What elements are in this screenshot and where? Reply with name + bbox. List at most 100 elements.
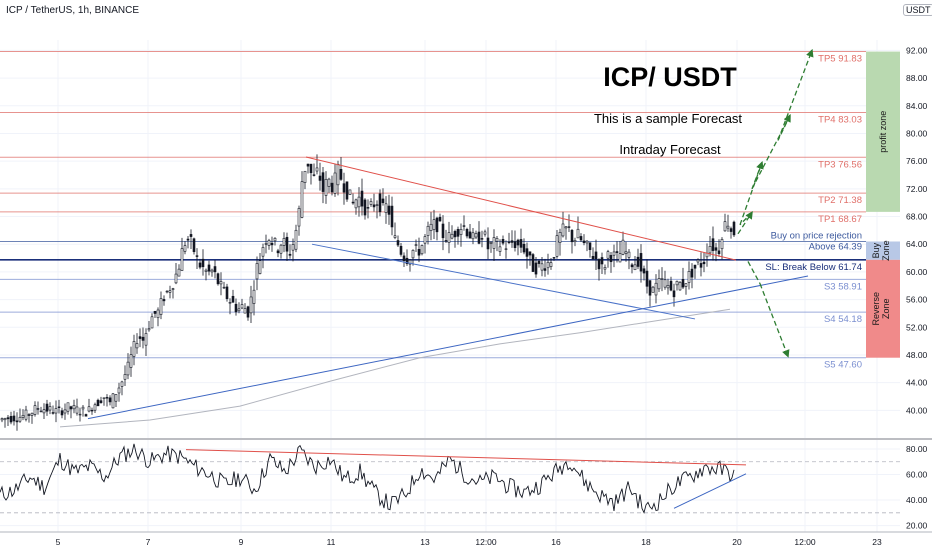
level-label-2: TP3 76.56 bbox=[818, 159, 862, 170]
candle-body bbox=[138, 336, 142, 339]
candle-body bbox=[30, 412, 34, 416]
candle-body bbox=[78, 413, 82, 416]
chart-main-title: ICP/ USDT bbox=[603, 62, 737, 92]
rsi-tick-label: 40.00 bbox=[906, 495, 928, 505]
candle-body bbox=[135, 343, 139, 349]
candle-body bbox=[645, 270, 649, 287]
candle-body bbox=[195, 255, 199, 257]
candle-body bbox=[492, 237, 496, 249]
candle-body bbox=[303, 170, 307, 183]
candle-body bbox=[687, 271, 691, 283]
trend-lines bbox=[87, 156, 809, 420]
price-tick-label: 56.00 bbox=[906, 295, 928, 305]
candle-body bbox=[249, 296, 253, 314]
candle-body bbox=[459, 228, 463, 235]
candle-body bbox=[576, 228, 580, 239]
candle-body bbox=[393, 235, 397, 238]
zone-reverse-zone bbox=[866, 259, 900, 358]
candle-body bbox=[129, 354, 133, 368]
candle-body bbox=[297, 208, 301, 227]
candle-body bbox=[702, 261, 706, 265]
candle-body bbox=[177, 268, 181, 277]
candle-body bbox=[183, 245, 187, 252]
candle-body bbox=[600, 257, 604, 265]
time-tick-label: 16 bbox=[551, 537, 561, 547]
candle-body bbox=[339, 169, 343, 180]
candle-body bbox=[663, 279, 667, 288]
candle-body bbox=[270, 242, 274, 246]
candle-body bbox=[447, 232, 451, 243]
forecast-up-arrow bbox=[751, 114, 791, 190]
zone-label-2-1: Zone bbox=[881, 299, 891, 320]
candle-body bbox=[264, 243, 268, 245]
candle-body bbox=[240, 304, 244, 309]
candle-body bbox=[165, 290, 169, 293]
candle-body bbox=[48, 406, 52, 411]
candle-body bbox=[399, 245, 403, 255]
price-tick-label: 60.00 bbox=[906, 267, 928, 277]
candle-body bbox=[348, 189, 352, 195]
rsi-resistance-trendline bbox=[185, 449, 747, 466]
candle-body bbox=[633, 264, 637, 271]
candle-body bbox=[528, 251, 532, 256]
time-tick-label: 18 bbox=[641, 537, 651, 547]
zone-profit-zone bbox=[866, 51, 900, 212]
candle-body bbox=[525, 248, 529, 257]
candle-body bbox=[84, 414, 88, 417]
candle-body bbox=[474, 233, 478, 238]
candle-body bbox=[213, 266, 217, 273]
candle-body bbox=[252, 289, 256, 304]
candle-body bbox=[90, 409, 94, 412]
candle-body bbox=[189, 234, 193, 237]
candle-body bbox=[480, 238, 484, 240]
candle-body bbox=[114, 394, 118, 402]
candle-body bbox=[198, 262, 202, 268]
price-tick-label: 44.00 bbox=[906, 378, 928, 388]
long-support-trendline bbox=[87, 275, 809, 420]
candle-body bbox=[549, 262, 553, 267]
candle-body bbox=[369, 201, 373, 205]
candle-body bbox=[462, 225, 466, 227]
forecast-subtitle: This is a sample Forecast bbox=[594, 111, 742, 126]
zone-label-1-0: Buy bbox=[871, 242, 881, 258]
candle-body bbox=[501, 239, 505, 244]
level-label-buy-1: Buy on price rejection bbox=[771, 230, 862, 241]
candle-body bbox=[39, 410, 43, 413]
candle-body bbox=[345, 181, 349, 200]
forecast-down-arrow bbox=[759, 283, 790, 358]
candle-body bbox=[27, 414, 31, 416]
candle-body bbox=[318, 175, 322, 181]
time-tick-label: 12:00 bbox=[475, 537, 497, 547]
candle-body bbox=[669, 280, 673, 291]
candle-body bbox=[201, 258, 205, 268]
candle-body bbox=[246, 306, 250, 318]
candle-body bbox=[660, 278, 664, 280]
candle-body bbox=[417, 249, 421, 256]
candle-body bbox=[324, 178, 328, 196]
candle-body bbox=[678, 282, 682, 291]
rsi-tick-label: 80.00 bbox=[906, 444, 928, 454]
candle-body bbox=[63, 409, 67, 414]
price-tick-label: 80.00 bbox=[906, 128, 928, 138]
candle-body bbox=[699, 263, 703, 268]
candle-body bbox=[627, 251, 631, 258]
price-axes: 40.00 44.00 48.00 52.00 56.00 60.00 64.00 68.00… bbox=[0, 45, 932, 547]
price-candles bbox=[0, 154, 736, 431]
candle-body bbox=[396, 240, 400, 246]
candle-body bbox=[273, 237, 277, 242]
candle-body bbox=[483, 231, 487, 235]
candle-body bbox=[357, 196, 361, 208]
price-tick-label: 40.00 bbox=[906, 405, 928, 415]
currency-badge[interactable]: USDT bbox=[903, 4, 932, 16]
candle-body bbox=[531, 254, 535, 272]
zone-label-group: profit zone bbox=[878, 111, 888, 153]
candle-body bbox=[168, 290, 172, 293]
candle-body bbox=[666, 285, 670, 289]
candle-body bbox=[117, 387, 121, 394]
level-label-7: S3 58.91 bbox=[824, 281, 862, 292]
candle-body bbox=[255, 263, 259, 280]
candle-body bbox=[684, 283, 688, 287]
level-label-4: TP1 68.67 bbox=[818, 214, 862, 225]
candle-body bbox=[285, 236, 289, 252]
